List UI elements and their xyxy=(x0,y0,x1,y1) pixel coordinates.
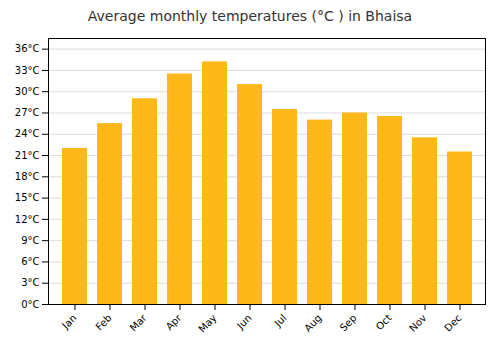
svg-text:6°C: 6°C xyxy=(21,256,39,267)
html-text:Average monthly temperatures (: Average monthly temperatures (°C ) in Bh… xyxy=(87,8,413,24)
svg-text:18°C: 18°C xyxy=(15,171,40,182)
svg-text:15°C: 15°C xyxy=(15,192,40,203)
svg-text:21°C: 21°C xyxy=(15,150,40,161)
svg-text:Apr: Apr xyxy=(164,312,185,333)
svg-text:Jun: Jun xyxy=(234,312,254,332)
svg-text:Dec: Dec xyxy=(442,312,463,333)
svg-text:May: May xyxy=(196,312,218,334)
svg-text:9°C: 9°C xyxy=(21,235,39,246)
svg-text:0°C: 0°C xyxy=(21,299,39,310)
svg-text:30°C: 30°C xyxy=(15,86,40,97)
svg-text:Feb: Feb xyxy=(93,312,113,332)
svg-text:33°C: 33°C xyxy=(15,65,40,76)
svg-text:24°C: 24°C xyxy=(15,128,40,139)
svg-text:Nov: Nov xyxy=(407,312,429,334)
svg-text:Oct: Oct xyxy=(374,312,394,332)
svg-text:12°C: 12°C xyxy=(15,214,40,225)
svg-text:Jul: Jul xyxy=(272,312,289,329)
svg-text:Jan: Jan xyxy=(59,312,78,331)
svg-text:27°C: 27°C xyxy=(15,107,40,118)
svg-text:36°C: 36°C xyxy=(15,43,40,54)
svg-text:Sep: Sep xyxy=(338,312,359,333)
svg-text:Mar: Mar xyxy=(128,312,150,334)
svg-text:Aug: Aug xyxy=(302,312,324,334)
svg-text:3°C: 3°C xyxy=(21,277,39,288)
